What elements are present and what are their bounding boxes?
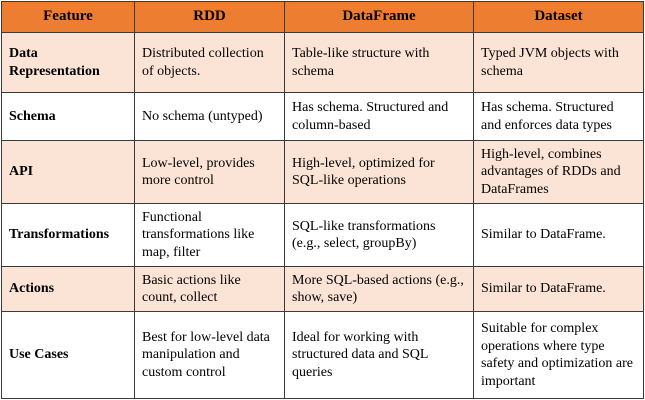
table-row: API Low-level, provides more control Hig… (1, 140, 644, 204)
dataset-cell: Similar to DataFrame. (473, 266, 644, 312)
table-row: Data Representation Distributed collecti… (1, 32, 644, 93)
dataset-cell: High-level, combines advantages of RDDs … (473, 140, 644, 204)
dataframe-cell: Has schema. Structured and column-based (284, 92, 474, 141)
dataset-cell: Typed JVM objects with schema (473, 32, 644, 93)
feature-cell: Schema (1, 92, 135, 141)
dataset-cell: Has schema. Structured and enforces data… (473, 92, 644, 141)
rdd-cell: Distributed collection of objects. (134, 32, 285, 93)
table-row: Use Cases Best for low-level data manipu… (1, 311, 644, 399)
rdd-cell: Best for low-level data manipulation and… (134, 311, 285, 399)
header-row: Feature RDD DataFrame Dataset (1, 1, 644, 33)
header-feature: Feature (1, 1, 135, 33)
feature-cell: Actions (1, 266, 135, 312)
dataset-cell: Suitable for complex operations where ty… (473, 311, 644, 399)
dataframe-cell: More SQL-based actions (e.g., show, save… (284, 266, 474, 312)
feature-cell: Transformations (1, 203, 135, 267)
table-row: Transformations Functional transformatio… (1, 203, 644, 267)
header-dataset: Dataset (473, 1, 644, 33)
feature-cell: Data Representation (1, 32, 135, 93)
dataframe-cell: Ideal for working with structured data a… (284, 311, 474, 399)
header-rdd: RDD (134, 1, 285, 33)
dataframe-cell: SQL-like transformations (e.g., select, … (284, 203, 474, 267)
dataframe-cell: Table-like structure with schema (284, 32, 474, 93)
rdd-cell: No schema (untyped) (134, 92, 285, 141)
rdd-cell: Low-level, provides more control (134, 140, 285, 204)
feature-cell: Use Cases (1, 311, 135, 399)
table-row: Actions Basic actions like count, collec… (1, 266, 644, 312)
rdd-cell: Functional transformations like map, fil… (134, 203, 285, 267)
feature-cell: API (1, 140, 135, 204)
dataframe-cell: High-level, optimized for SQL-like opera… (284, 140, 474, 204)
table-row: Schema No schema (untyped) Has schema. S… (1, 92, 644, 141)
dataset-cell: Similar to DataFrame. (473, 203, 644, 267)
rdd-cell: Basic actions like count, collect (134, 266, 285, 312)
header-dataframe: DataFrame (284, 1, 474, 33)
